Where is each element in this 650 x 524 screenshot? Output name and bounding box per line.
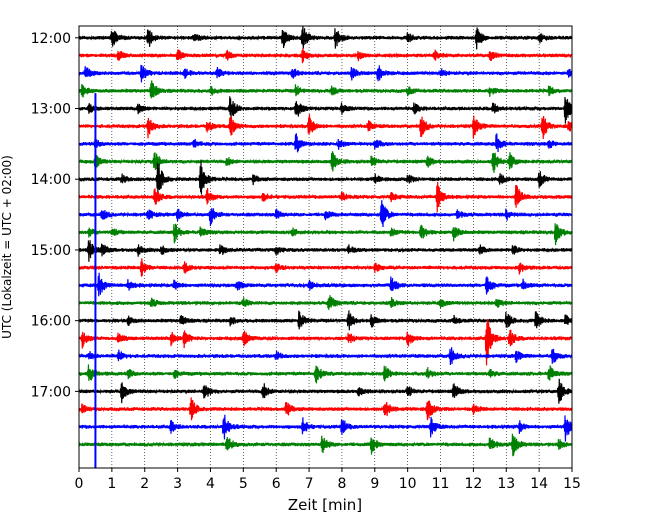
y-axis-label: UTC (Lokalzeit = UTC + 02:00) xyxy=(0,155,14,339)
trace-1400 xyxy=(79,160,572,195)
trace-1215 xyxy=(79,47,572,64)
trace-1515 xyxy=(79,258,572,277)
x-tick-label: 12 xyxy=(464,476,482,492)
x-tick-label: 6 xyxy=(272,476,281,492)
trace-1530 xyxy=(79,272,572,297)
x-tick-label: 5 xyxy=(239,476,248,492)
trace-group xyxy=(79,26,572,457)
trace-1445 xyxy=(79,223,572,246)
y-tick-label: 13:00 xyxy=(31,102,71,118)
trace-1245 xyxy=(79,80,572,99)
trace-1730 xyxy=(79,414,572,442)
trace-1230 xyxy=(79,64,572,83)
x-tick-label: 14 xyxy=(530,476,548,492)
x-tick-label: 3 xyxy=(173,476,182,492)
trace-1600 xyxy=(79,310,572,331)
x-tick-label: 8 xyxy=(337,476,346,492)
trace-1630 xyxy=(79,347,572,365)
trace-1430 xyxy=(79,200,572,228)
x-tick-label: 9 xyxy=(370,476,379,492)
y-tick-label: 12:00 xyxy=(31,31,71,47)
trace-1345 xyxy=(79,151,572,173)
x-tick-label: 4 xyxy=(206,476,215,492)
trace-1300 xyxy=(79,96,572,124)
x-tick-label: 15 xyxy=(563,476,581,492)
y-tick-label: 16:00 xyxy=(31,314,71,330)
x-tick-label: 10 xyxy=(399,476,417,492)
trace-1415 xyxy=(79,181,572,213)
plot-frame xyxy=(78,25,573,469)
trace-1500 xyxy=(79,240,572,262)
x-tick-label: 0 xyxy=(75,476,84,492)
trace-1745 xyxy=(79,433,572,457)
trace-1200 xyxy=(79,26,572,50)
trace-1645 xyxy=(79,364,572,384)
x-tick-label: 13 xyxy=(497,476,515,492)
y-axis-ticks: 12:00 13:00 14:00 15:00 16:00 17:00 xyxy=(31,31,79,400)
y-tick-label: 17:00 xyxy=(31,384,71,400)
x-tick-label: 1 xyxy=(107,476,116,492)
y-tick-label: 14:00 xyxy=(31,172,71,188)
trace-1615 xyxy=(79,318,572,366)
trace-1330 xyxy=(79,133,572,153)
trace-1715 xyxy=(79,397,572,421)
x-tick-label: 7 xyxy=(305,476,314,492)
x-tick-label: 2 xyxy=(140,476,149,492)
x-tick-label: 11 xyxy=(432,476,450,492)
y-tick-label: 15:00 xyxy=(31,243,71,259)
trace-1700 xyxy=(79,378,572,404)
x-axis-ticks: 0 1 2 3 4 5 6 7 8 9 10 11 12 13 14 15 xyxy=(75,468,581,492)
x-axis-label: Zeit [min] xyxy=(288,496,362,514)
trace-1545 xyxy=(79,295,572,310)
trace-1315 xyxy=(79,114,572,139)
